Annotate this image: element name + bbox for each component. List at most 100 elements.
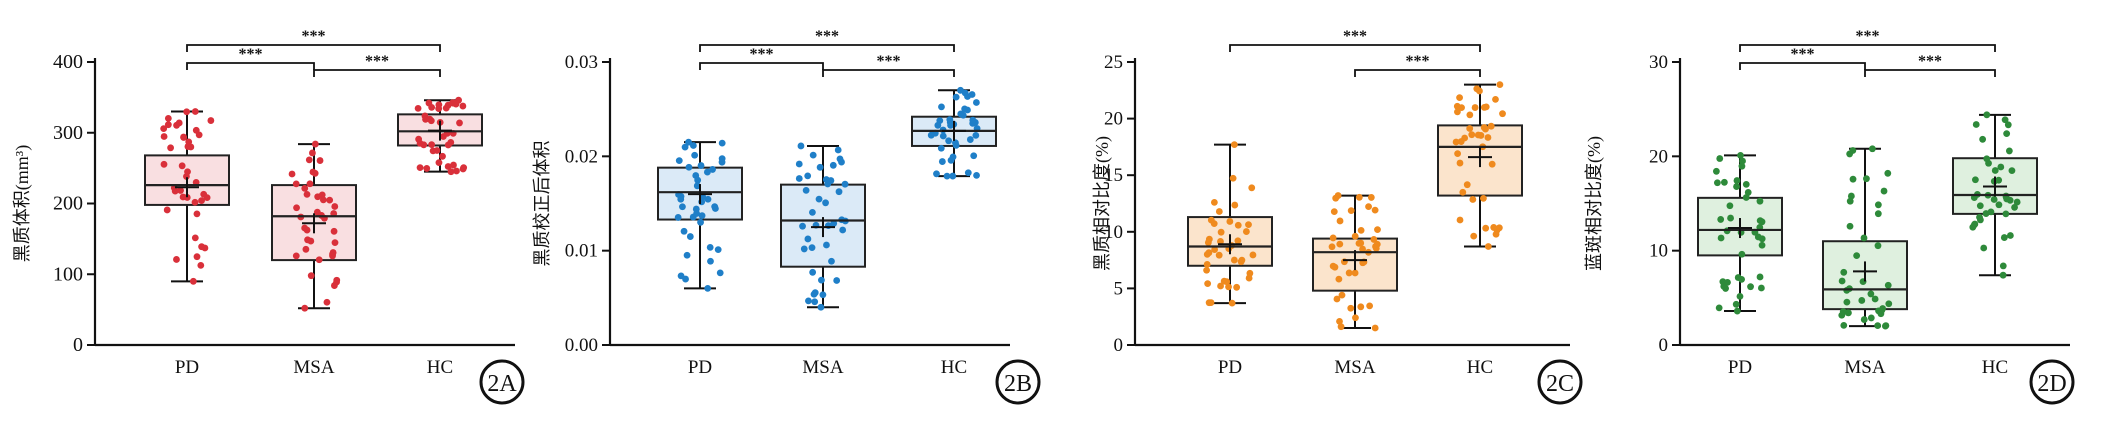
data-point <box>447 138 455 146</box>
data-point <box>2006 196 2014 204</box>
data-point <box>315 256 323 264</box>
data-point <box>1466 111 1474 119</box>
data-point <box>160 133 168 140</box>
data-point <box>680 227 688 235</box>
significance-label: *** <box>877 53 901 70</box>
data-point <box>805 297 812 305</box>
box-pd <box>1697 196 1783 257</box>
data-point <box>1373 240 1381 248</box>
data-point <box>815 195 823 203</box>
data-point <box>1454 108 1461 116</box>
data-point <box>423 165 431 172</box>
data-point <box>1847 192 1855 200</box>
data-point <box>1484 243 1492 250</box>
y-tick-label: 0 <box>1659 335 1669 356</box>
data-point <box>1473 85 1481 93</box>
data-point <box>819 291 827 299</box>
data-point <box>444 163 452 170</box>
panel-label: 2B <box>1004 371 1032 397</box>
data-point <box>1468 131 1476 139</box>
data-point <box>699 193 707 201</box>
data-point <box>809 151 817 159</box>
data-point <box>1470 232 1478 240</box>
data-point <box>164 121 172 129</box>
box-msa <box>271 184 357 262</box>
data-point <box>1867 314 1875 322</box>
data-point <box>685 163 693 171</box>
x-tick-label: PD <box>1728 357 1752 378</box>
data-point <box>1846 197 1854 205</box>
data-point <box>945 137 953 145</box>
data-point <box>1742 194 1750 201</box>
data-point <box>2004 121 2012 129</box>
significance-bracket <box>699 44 955 52</box>
data-point <box>1843 298 1851 306</box>
data-point <box>1230 141 1238 149</box>
data-point <box>810 290 818 298</box>
y-tick-label: 300 <box>53 122 83 144</box>
data-point <box>830 220 838 227</box>
data-point <box>1463 181 1471 189</box>
data-point <box>1882 322 1890 329</box>
data-point <box>293 204 300 212</box>
data-point <box>1452 138 1460 146</box>
data-point <box>1359 245 1366 253</box>
data-point <box>973 171 980 179</box>
data-point <box>1211 246 1219 253</box>
data-point <box>1990 196 1998 203</box>
data-point <box>1357 239 1365 247</box>
data-point <box>180 134 188 141</box>
data-point <box>1329 234 1337 242</box>
data-point <box>192 126 200 134</box>
data-point <box>1230 256 1238 264</box>
data-point <box>1744 189 1752 196</box>
y-tick-label: 0.00 <box>565 335 598 356</box>
data-point <box>1215 208 1223 215</box>
data-point <box>969 116 977 124</box>
data-point <box>1366 302 1374 310</box>
data-point <box>1756 217 1764 225</box>
data-point <box>1717 234 1725 242</box>
data-point <box>1456 216 1464 224</box>
data-point <box>1733 307 1741 315</box>
data-point <box>952 93 960 101</box>
data-point <box>703 168 711 176</box>
significance-bracket <box>313 69 441 77</box>
data-point <box>677 195 685 203</box>
data-point <box>683 251 691 259</box>
data-point <box>1712 167 1720 175</box>
data-point <box>1758 241 1766 249</box>
y-tick-label: 0.03 <box>565 52 598 73</box>
data-point <box>818 276 825 284</box>
data-point <box>961 105 969 113</box>
data-point <box>1853 252 1861 260</box>
data-point <box>1484 134 1492 141</box>
data-point <box>1203 260 1211 268</box>
data-point <box>1492 95 1499 103</box>
data-point <box>160 160 168 168</box>
data-point <box>426 115 434 123</box>
data-point <box>177 187 184 194</box>
data-point <box>943 172 951 180</box>
data-point <box>326 196 334 204</box>
data-point <box>1878 306 1886 314</box>
significance-label: *** <box>1791 46 1815 63</box>
data-point <box>1466 125 1474 132</box>
y-tick-label: 10 <box>1649 241 1668 262</box>
data-point <box>1980 244 1988 252</box>
data-point <box>456 119 463 127</box>
data-point <box>1997 163 2005 171</box>
data-point <box>1742 181 1750 188</box>
data-point <box>1335 275 1343 283</box>
data-point <box>1245 221 1252 229</box>
data-point <box>302 245 310 253</box>
x-tick-label: HC <box>1467 357 1493 378</box>
data-point <box>191 234 199 242</box>
data-point <box>1840 268 1848 276</box>
data-point <box>330 227 338 235</box>
significance-bracket <box>1229 44 1481 52</box>
y-tick-label: 10 <box>1104 222 1123 243</box>
data-point <box>1874 242 1882 250</box>
